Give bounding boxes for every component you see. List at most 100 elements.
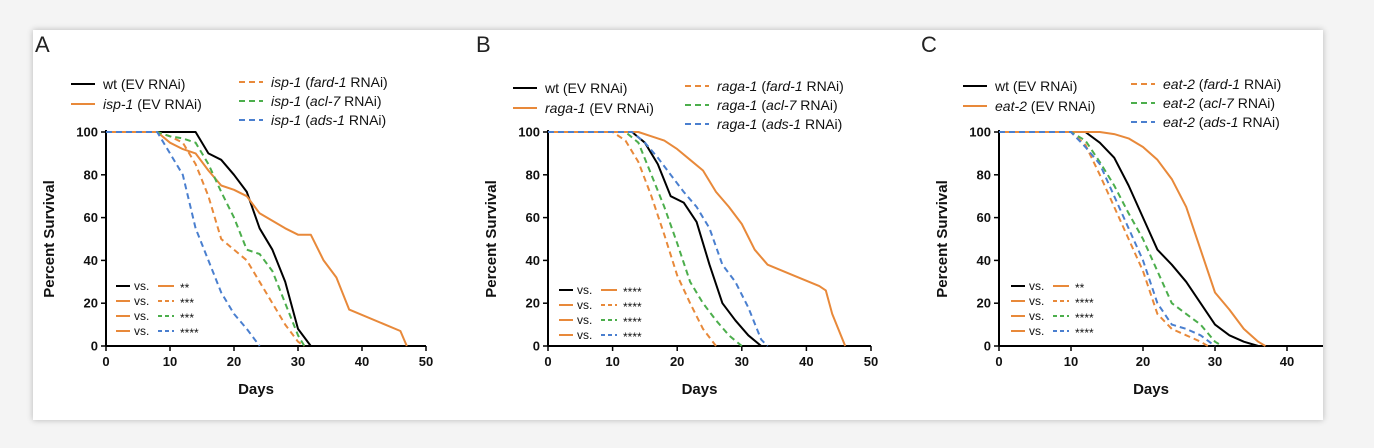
stat-significance: ****: [1075, 296, 1094, 310]
legend-label: wt (EV RNAi): [102, 76, 185, 92]
legend-label: eat-2 (ads-1 RNAi): [1163, 114, 1280, 130]
series-line-3: [106, 131, 306, 347]
x-tick-label: 0: [995, 354, 1002, 369]
x-tick-label: 10: [163, 354, 177, 369]
legend-label: eat-2 (fard-1 RNAi): [1163, 76, 1281, 92]
panel-a: A 0 10 20 30 40 50 0 20 40 60 80 100 Days Percent Surv…: [35, 32, 433, 398]
stat-significance: **: [1075, 281, 1085, 295]
y-tick-label: 60: [84, 210, 98, 225]
x-tick-label: 20: [1136, 354, 1150, 369]
y-tick-label: 0: [984, 339, 991, 354]
series-line-0: [106, 131, 312, 347]
x-tick-label: 30: [735, 354, 749, 369]
series-line-1: [106, 131, 408, 347]
series-line-2: [999, 131, 1209, 347]
series-line-4: [106, 131, 261, 347]
y-tick-label: 20: [977, 296, 991, 311]
x-tick-label: 10: [605, 354, 619, 369]
x-tick-label: 10: [1064, 354, 1078, 369]
y-tick-label: 60: [977, 210, 991, 225]
stat-significance: ****: [623, 300, 642, 314]
y-axis-title: Percent Survival: [934, 180, 951, 298]
panel-c: C 0 10 20 30 40 0 20 40 60 80 100 Days Percent Surviv…: [921, 32, 1323, 398]
stat-vs-label: vs.: [1029, 279, 1044, 293]
x-tick-label: 0: [102, 354, 109, 369]
y-tick-label: 20: [526, 296, 540, 311]
y-tick-label: 100: [76, 125, 98, 140]
x-tick-label: 50: [419, 354, 433, 369]
x-tick-label: 40: [1280, 354, 1294, 369]
legend-label: raga-1 (EV RNAi): [545, 100, 654, 116]
y-tick-label: 80: [84, 167, 98, 182]
stat-vs-label: vs.: [577, 283, 592, 297]
stat-significance: ****: [623, 330, 642, 344]
x-tick-label: 40: [799, 354, 813, 369]
stat-vs-label: vs.: [577, 328, 592, 342]
stat-vs-label: vs.: [1029, 309, 1044, 323]
y-tick-label: 100: [518, 125, 540, 140]
y-tick-label: 40: [84, 253, 98, 268]
legend-label: isp-1 (fard-1 RNAi): [271, 74, 388, 90]
x-tick-label: 50: [864, 354, 878, 369]
series-line-2: [548, 131, 717, 347]
series-line-2: [106, 131, 305, 347]
panel-b: B 0 10 20 30 40 50 0 20 40 60 80 100 Days Percent Surv…: [476, 32, 878, 398]
y-tick-label: 100: [969, 125, 991, 140]
stat-vs-label: vs.: [134, 279, 149, 293]
stat-significance: ****: [623, 315, 642, 329]
stat-significance: **: [180, 281, 190, 295]
y-tick-label: 80: [977, 167, 991, 182]
legend-label: isp-1 (EV RNAi): [103, 96, 202, 112]
stat-vs-label: vs.: [1029, 324, 1044, 338]
legend-label: raga-1 (acl-7 RNAi): [717, 97, 838, 113]
stat-vs-label: vs.: [134, 294, 149, 308]
x-tick-label: 40: [355, 354, 369, 369]
y-tick-label: 0: [533, 339, 540, 354]
legend-label: isp-1 (ads-1 RNAi): [271, 112, 386, 128]
legend-label: raga-1 (fard-1 RNAi): [717, 78, 844, 94]
stat-significance: ***: [180, 311, 194, 325]
stat-vs-label: vs.: [577, 298, 592, 312]
stat-vs-label: vs.: [1029, 294, 1044, 308]
legend-label: wt (EV RNAi): [544, 80, 627, 96]
y-axis-title: Percent Survival: [41, 180, 58, 298]
legend-label: eat-2 (acl-7 RNAi): [1163, 95, 1275, 111]
legend-label: eat-2 (EV RNAi): [995, 98, 1095, 114]
series-line-3: [999, 131, 1223, 347]
x-axis-title: Days: [682, 381, 718, 398]
series-line-1: [548, 131, 847, 347]
y-tick-label: 40: [526, 253, 540, 268]
y-tick-label: 0: [91, 339, 98, 354]
y-tick-label: 60: [526, 210, 540, 225]
series-line-3: [548, 131, 743, 347]
x-axis-title: Days: [238, 381, 274, 398]
series-line-1: [999, 131, 1266, 347]
x-tick-label: 30: [291, 354, 305, 369]
series-line-4: [548, 131, 769, 347]
legend-label: raga-1 (ads-1 RNAi): [717, 116, 842, 132]
x-tick-label: 30: [1208, 354, 1222, 369]
series-line-4: [999, 131, 1216, 347]
y-tick-label: 20: [84, 296, 98, 311]
legend-label: isp-1 (acl-7 RNAi): [271, 93, 382, 109]
stat-significance: ****: [180, 326, 199, 340]
figure-panel: A 0 10 20 30 40 50 0 20 40 60 80 100 Days Percent Surv…: [33, 30, 1323, 420]
x-axis-title: Days: [1133, 381, 1169, 398]
stat-significance: ***: [180, 296, 194, 310]
x-tick-label: 20: [227, 354, 241, 369]
stat-vs-label: vs.: [134, 309, 149, 323]
panel-letter: A: [35, 32, 50, 57]
stat-vs-label: vs.: [577, 313, 592, 327]
series-line-0: [548, 131, 762, 347]
stat-significance: ****: [1075, 326, 1094, 340]
y-axis-title: Percent Survival: [483, 180, 500, 298]
x-tick-label: 0: [544, 354, 551, 369]
x-tick-label: 20: [670, 354, 684, 369]
panel-letter: C: [921, 32, 937, 57]
series-line-0: [999, 131, 1259, 347]
stat-significance: ****: [1075, 311, 1094, 325]
stat-significance: ****: [623, 285, 642, 299]
stat-vs-label: vs.: [134, 324, 149, 338]
legend-label: wt (EV RNAi): [994, 78, 1077, 94]
